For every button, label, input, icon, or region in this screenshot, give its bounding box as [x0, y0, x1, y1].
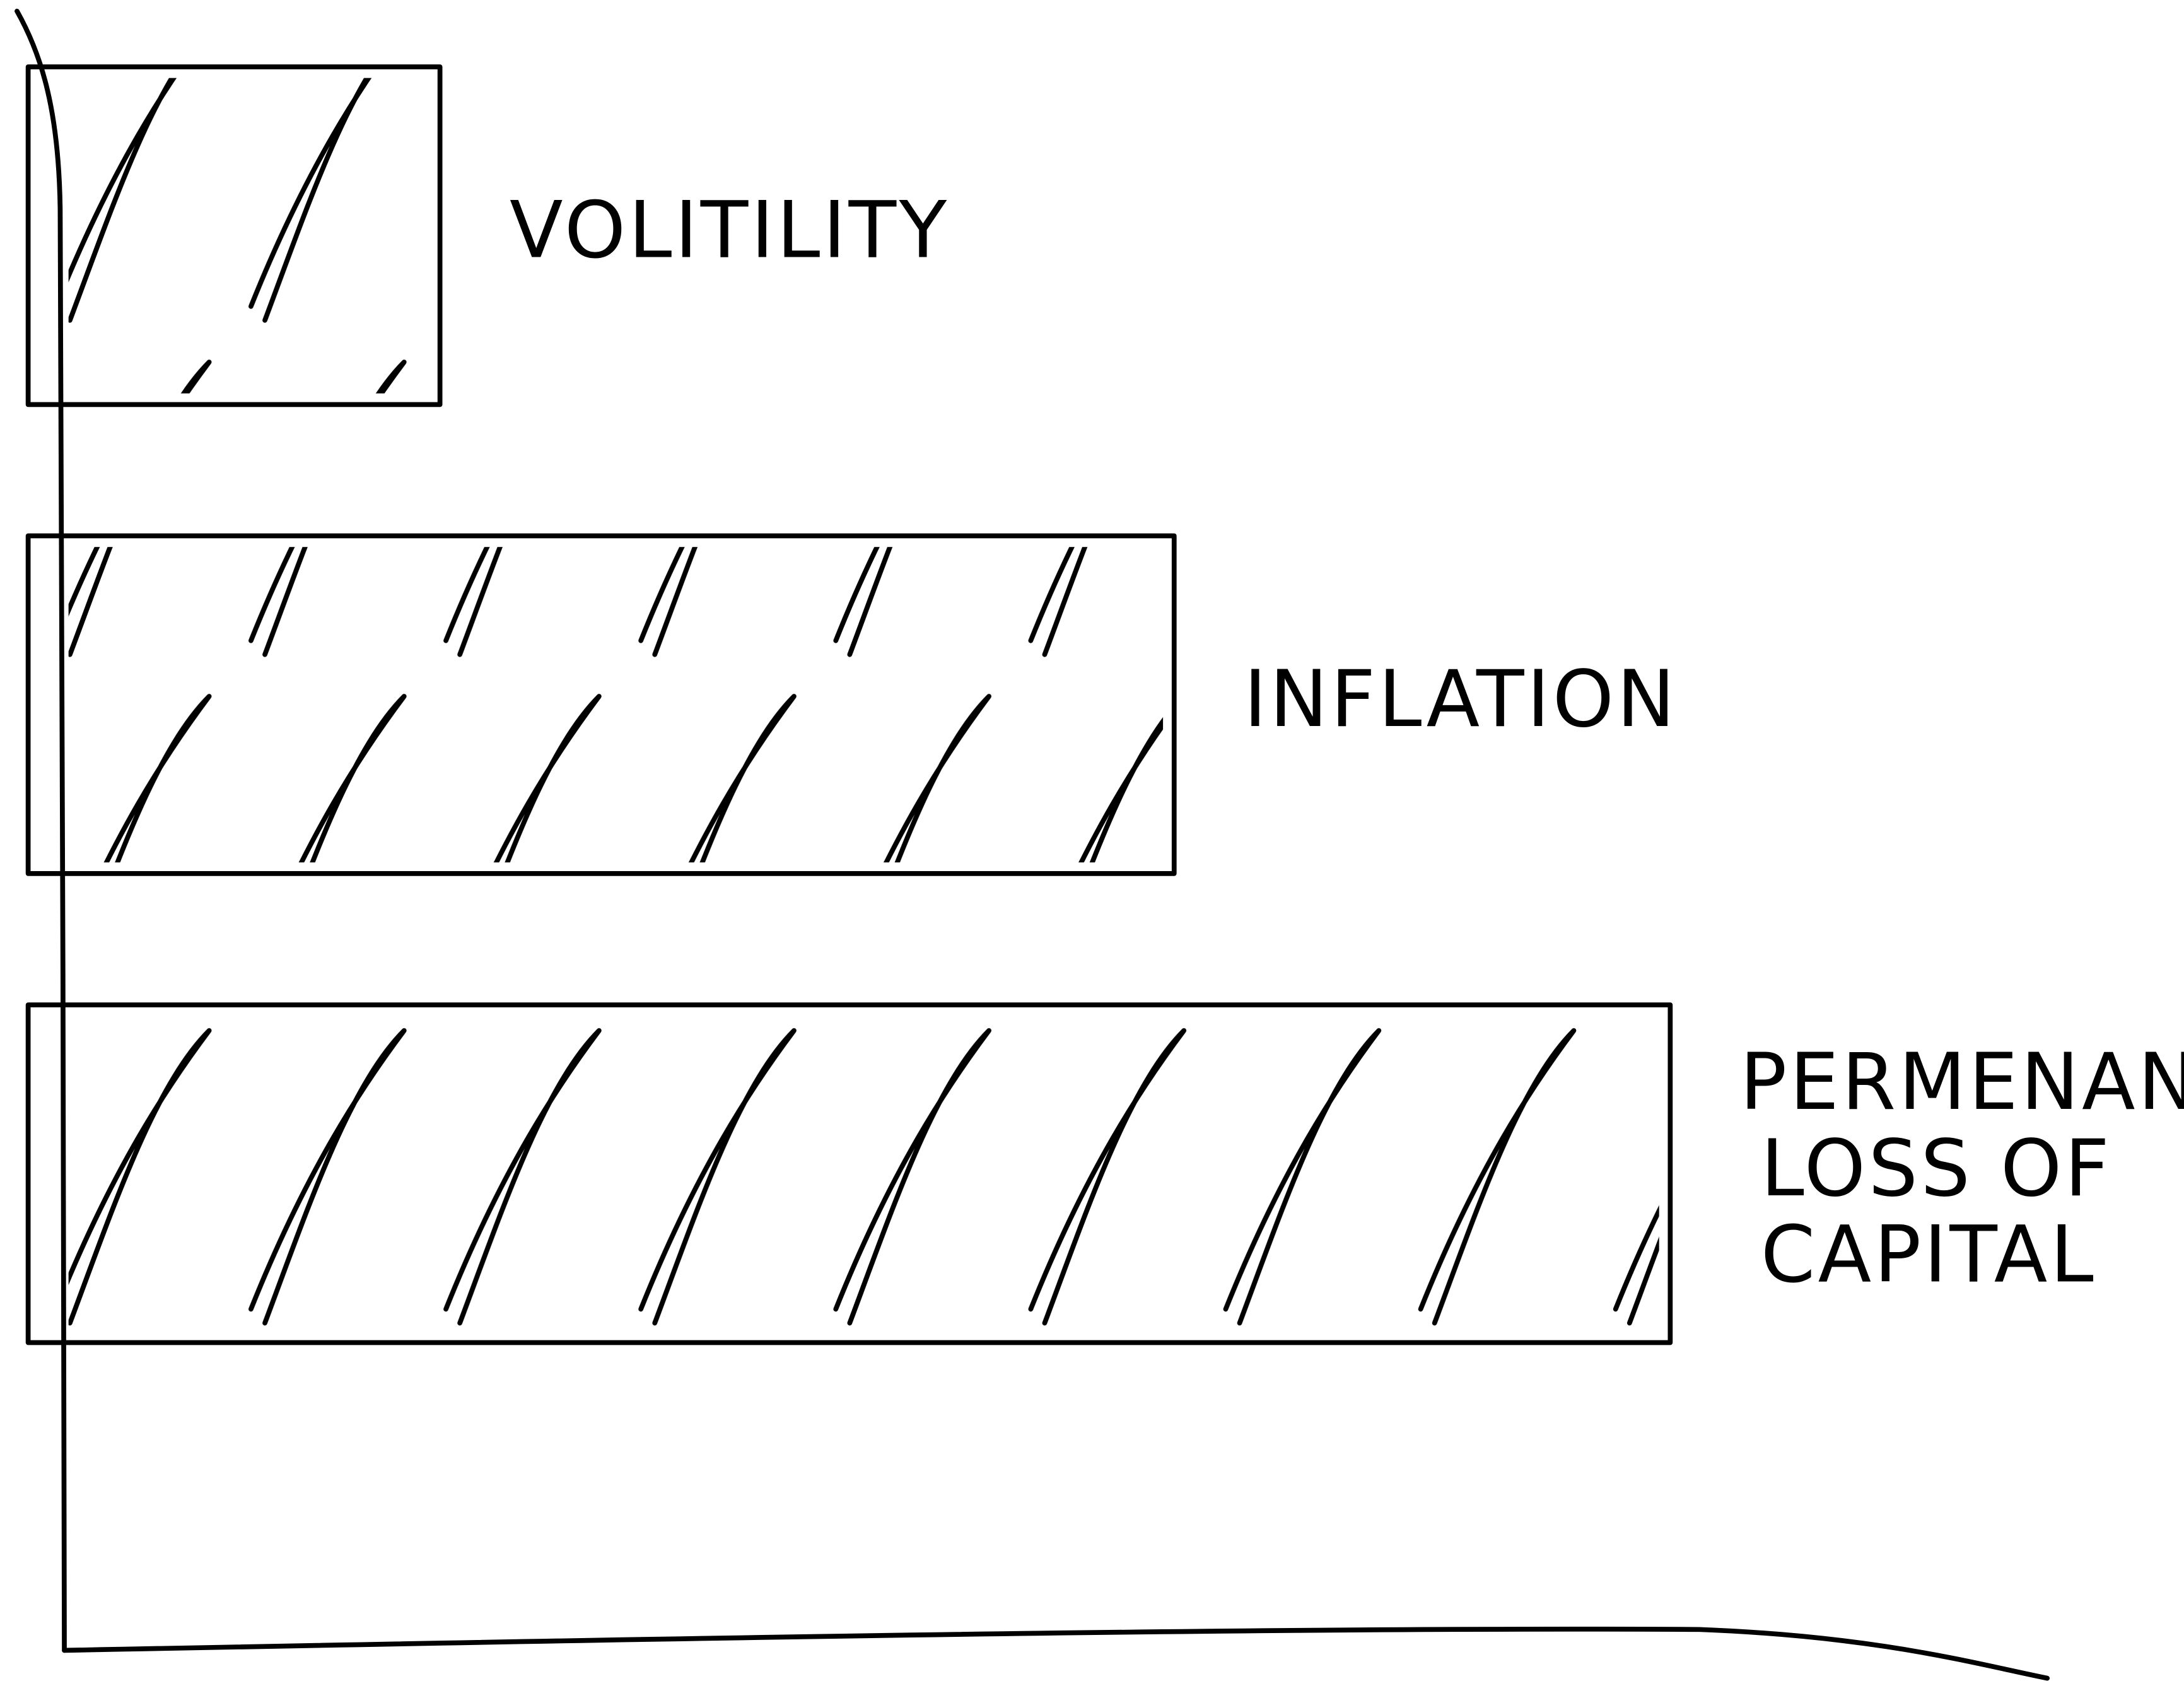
bar-hatch	[68, 547, 1164, 863]
bar-label-line: CAPITAL	[1761, 1209, 2096, 1300]
bar-hatch	[68, 78, 429, 394]
bar-label: VOLITILITY	[510, 185, 950, 276]
bar-hatch	[68, 1016, 1659, 1332]
bar-label-line: VOLITILITY	[510, 185, 950, 276]
bar	[25, 64, 443, 407]
bar	[25, 1002, 1673, 1345]
y-axis	[15, 8, 67, 1653]
bar-label-line: LOSS OF	[1761, 1123, 2112, 1214]
x-axis	[62, 1626, 2050, 1681]
bar-label: INFLATION	[1244, 654, 1678, 745]
bar	[25, 533, 1177, 876]
bar-label-line: PERMENANT	[1740, 1037, 2184, 1128]
bar-label-line: INFLATION	[1244, 654, 1678, 745]
